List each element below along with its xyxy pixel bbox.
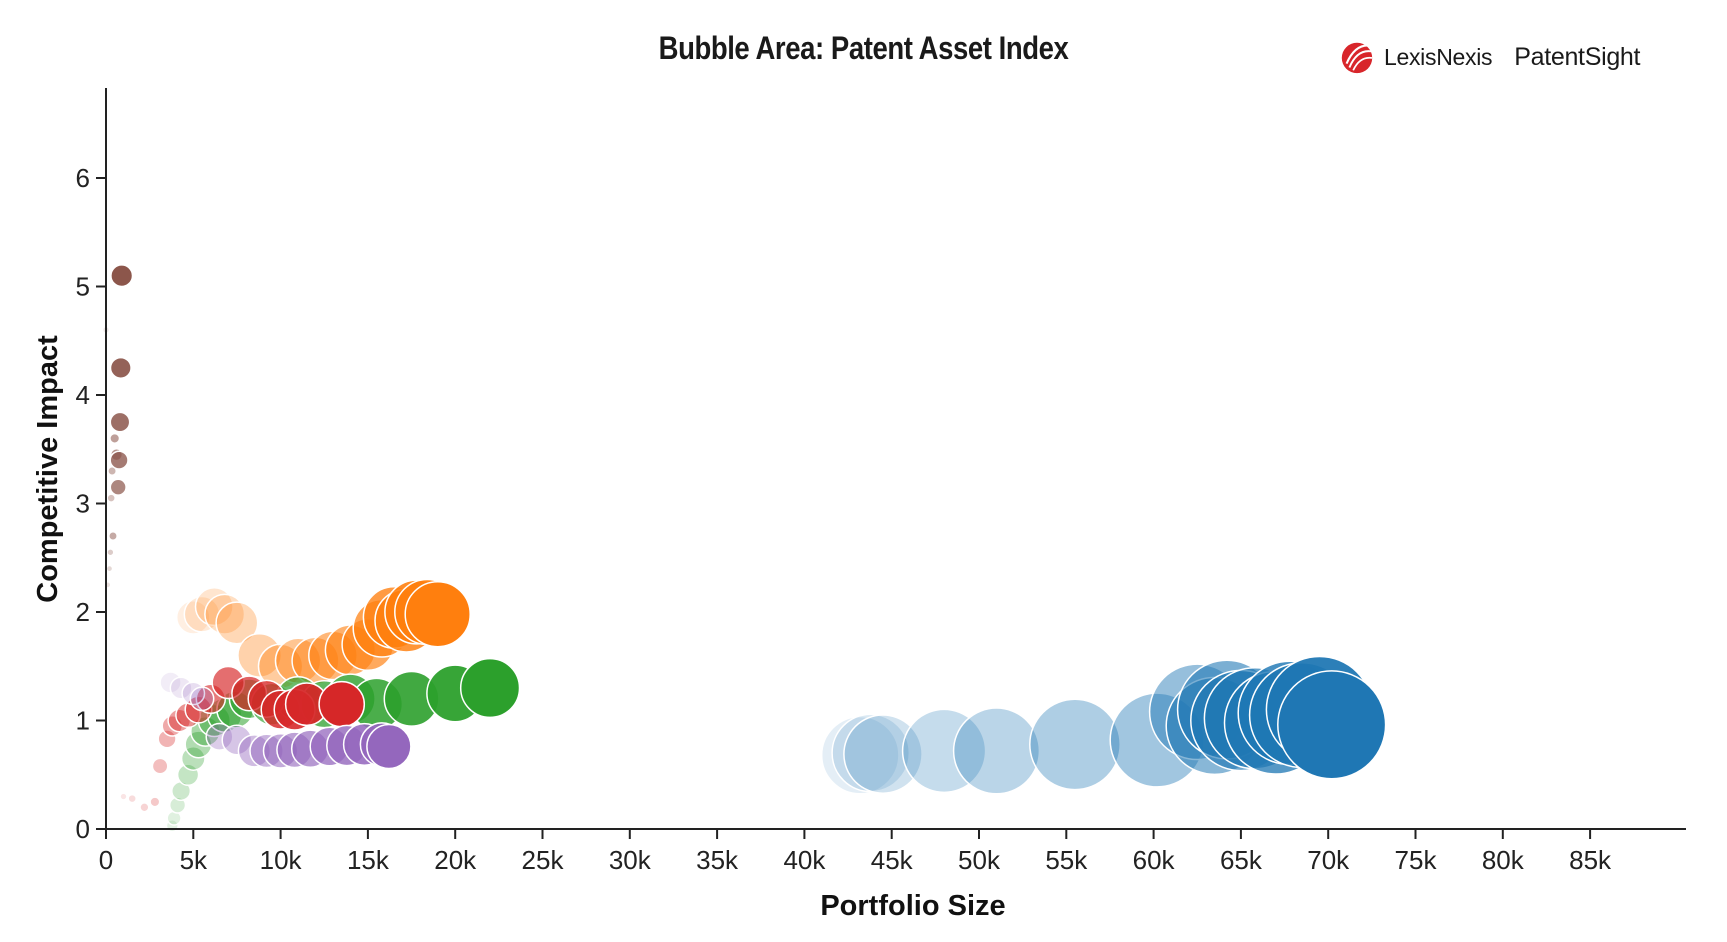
bubble-series-1-point-17 [404, 580, 471, 648]
x-tick-label: 85k [1569, 845, 1612, 875]
bubble-series-5-point-9 [109, 478, 127, 496]
bubble-series-1-point-1 [183, 595, 221, 633]
y-tick-label: 2 [76, 597, 90, 627]
x-tick-label: 15k [347, 845, 390, 875]
bubble-series-4-point-1 [169, 676, 193, 700]
bubble-series-5-point-2 [105, 564, 114, 573]
x-tick-label: 55k [1045, 845, 1088, 875]
bubble-series-0-point-3 [901, 708, 987, 794]
axes-layer: 0 5k 10k 15k 20k 25k 30k 35k 40k 45k 50k 55k 60k 65k 7… [32, 88, 1686, 922]
bubble-series-2-point-19 [459, 657, 521, 719]
bubble-series-4-point-0 [159, 671, 182, 694]
patentsight-brand-name: PatentSight [1514, 42, 1641, 71]
bubble-series-5-point-4 [106, 493, 116, 503]
bubble-series-3-point-4 [151, 757, 169, 775]
bubble-series-0-point-0 [820, 715, 900, 795]
bubble-series-1-point-5 [237, 632, 283, 678]
bubble-series-0-point-4 [952, 707, 1041, 795]
bubble-series-3-point-1 [127, 793, 137, 804]
lexisnexis-brand-name: LexisNexis [1384, 43, 1493, 70]
bubble-series-1-point-4 [215, 601, 259, 645]
x-tick-label: 25k [522, 845, 565, 875]
bubble-series-5-point-12 [109, 356, 132, 379]
bubble-series-5-point-3 [106, 548, 115, 557]
bubble-series-4-point-15 [366, 723, 412, 770]
bubble-series-1-point-3 [204, 593, 246, 635]
bubbles-layer [101, 264, 1387, 833]
x-tick-label: 20k [434, 845, 477, 875]
x-tick-label: 0 [99, 845, 113, 875]
bubble-series-5-point-6 [108, 531, 118, 541]
x-tick-label: 75k [1395, 845, 1438, 875]
bubble-series-5-point-13 [110, 264, 134, 288]
x-tick-label: 70k [1307, 845, 1350, 875]
bubble-series-5-point-5 [107, 466, 118, 476]
y-axis-title: Competitive Impact [32, 335, 64, 603]
bubble-series-4-point-5 [221, 724, 253, 756]
chart-title: Bubble Area: Patent Asset Index [658, 30, 1069, 66]
x-axis-title: Portfolio Size [820, 890, 1005, 922]
bubble-series-2-point-1 [166, 810, 182, 826]
bubble-series-0-point-16 [1277, 670, 1387, 780]
x-tick-label: 65k [1220, 845, 1263, 875]
brand-logos: LexisNexis PatentSight [1338, 38, 1640, 76]
bubble-series-3-point-5 [157, 729, 177, 749]
y-tick-label: 0 [76, 814, 90, 844]
y-tick-label: 4 [76, 380, 90, 410]
x-tick-label: 5k [180, 845, 208, 875]
bubble-series-3-point-2 [139, 802, 150, 813]
y-tick-label: 1 [76, 706, 90, 736]
x-tick-label: 80k [1482, 845, 1525, 875]
x-tick-label: 50k [958, 845, 1001, 875]
y-tick-label: 3 [76, 489, 90, 519]
bubble-series-3-point-17 [318, 680, 366, 728]
bubble-series-3-point-3 [149, 796, 161, 808]
bubble-series-2-point-2 [168, 796, 187, 814]
lexisnexis-logo-icon [1341, 42, 1373, 74]
bubble-series-3-point-0 [119, 792, 128, 801]
bubble-series-5-point-7 [109, 432, 121, 444]
bubble-series-4-point-3 [189, 686, 215, 712]
y-tick-label: 5 [76, 272, 90, 302]
x-tick-label: 10k [260, 845, 303, 875]
x-tick-label: 45k [871, 845, 914, 875]
bubble-series-5-point-11 [109, 411, 131, 433]
y-tick-label: 6 [76, 163, 90, 193]
x-tick-label: 30k [609, 845, 652, 875]
bubble-series-0-point-2 [843, 714, 923, 794]
x-tick-label: 60k [1133, 845, 1176, 875]
bubble-series-0-point-5 [1029, 698, 1121, 791]
x-tick-label: 40k [783, 845, 826, 875]
x-tick-label: 35k [696, 845, 739, 875]
bubble-series-5-point-10 [109, 450, 129, 470]
